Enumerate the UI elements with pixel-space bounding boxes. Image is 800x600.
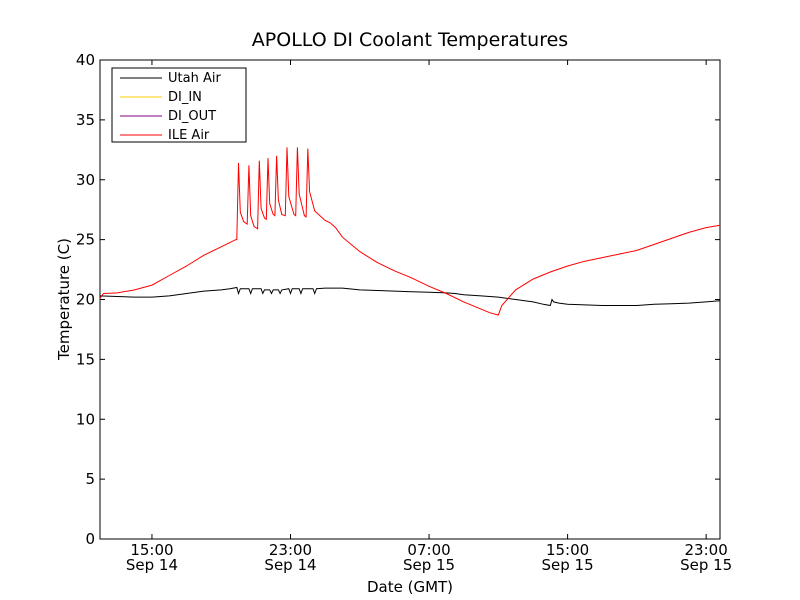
x-tick-date-label: Sep 14 bbox=[126, 556, 178, 574]
x-tick-date-label: Sep 15 bbox=[403, 556, 455, 574]
x-tick-date-label: Sep 15 bbox=[542, 556, 594, 574]
legend: Utah Air DI_IN DI_OUT ILE Air bbox=[111, 67, 247, 143]
y-tick-label: 20 bbox=[76, 291, 95, 309]
legend-entries: Utah Air DI_IN DI_OUT ILE Air bbox=[120, 71, 221, 143]
y-tick-label: 10 bbox=[76, 410, 95, 428]
x-tick-time-label: 15:00 bbox=[130, 541, 173, 559]
chart-title: APOLLO DI Coolant Temperatures bbox=[252, 29, 568, 51]
x-axis-label: Date (GMT) bbox=[367, 578, 453, 596]
x-tick-time-label: 15:00 bbox=[546, 541, 589, 559]
legend-label: Utah Air bbox=[168, 71, 221, 86]
y-axis-label: Temperature (C) bbox=[55, 238, 73, 361]
series-layer bbox=[99, 147, 721, 316]
y-tick-label: 5 bbox=[85, 470, 95, 488]
series-line-ile-air bbox=[99, 147, 721, 316]
x-tick-date-label: Sep 15 bbox=[680, 556, 732, 574]
legend-label: DI_OUT bbox=[168, 109, 216, 124]
y-tick-label: 30 bbox=[76, 171, 95, 189]
y-tick-label: 35 bbox=[76, 111, 95, 129]
x-tick-time-label: 23:00 bbox=[269, 541, 312, 559]
y-tick-label: 25 bbox=[76, 231, 95, 249]
x-tick-date-label: Sep 14 bbox=[264, 556, 316, 574]
x-tick-time-label: 07:00 bbox=[407, 541, 450, 559]
y-tick-label: 40 bbox=[76, 51, 95, 69]
x-tick-time-label: 23:00 bbox=[685, 541, 728, 559]
legend-label: ILE Air bbox=[168, 128, 210, 143]
y-tick-label: 15 bbox=[76, 350, 95, 368]
legend-label: DI_IN bbox=[168, 90, 202, 105]
y-tick-label: 0 bbox=[85, 530, 95, 548]
legend-box bbox=[111, 67, 247, 143]
series-line-utah-air bbox=[99, 286, 721, 307]
